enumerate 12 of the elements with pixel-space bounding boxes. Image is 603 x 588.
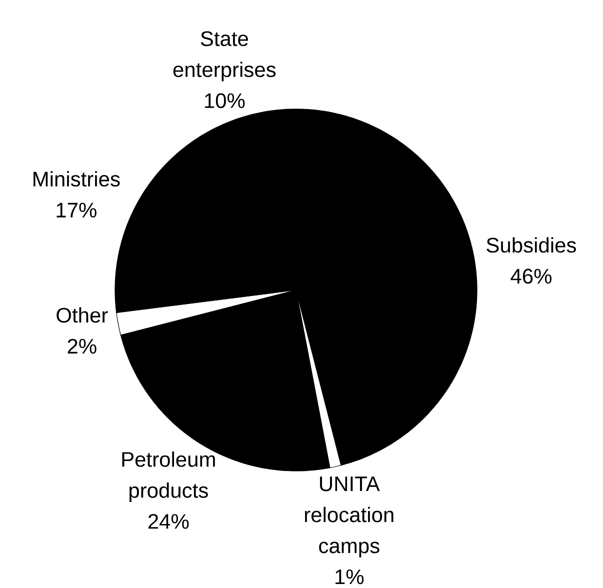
slice-label: Subsidies [486,237,576,253]
data-label: 1% [336,569,364,584]
data-label: 24% [148,514,189,529]
data-label: 46% [510,268,552,284]
data-label: 10% [205,93,245,108]
slice-label: Petroleum products [122,451,215,502]
slice-label: UNITA relocation camps [305,476,394,558]
data-label: 2% [68,338,96,354]
slice-label: Ministries [34,171,120,187]
data-label: 17% [56,202,96,218]
slice-label: State enterprises [173,31,276,82]
slice-label: Other [56,307,108,323]
